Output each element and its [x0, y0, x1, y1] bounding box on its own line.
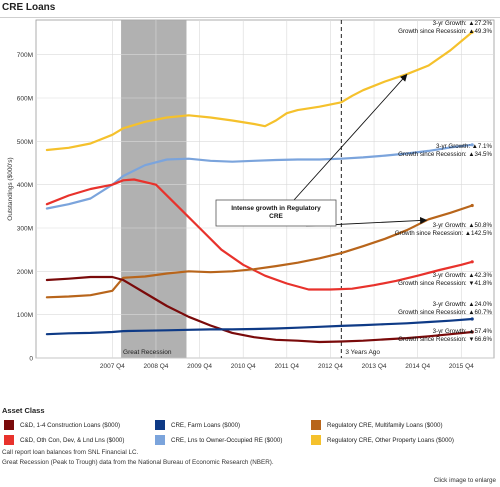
legend-swatch: [311, 420, 321, 430]
title-divider: [0, 17, 500, 18]
x-tick-label: 2011 Q4: [275, 363, 300, 370]
growth-label-4-1: Growth since Recession: ▲60.7%: [398, 309, 492, 316]
legend-label: CRE, Farm Loans ($000): [171, 421, 241, 429]
legend-item-cre-farm: CRE, Farm Loans ($000): [155, 420, 240, 430]
growth-label-5-1: Growth since Recession: ▼66.6%: [398, 336, 492, 343]
legend-swatch: [155, 435, 165, 445]
annotation-text-0: Intense growth in Regulatory: [231, 205, 321, 212]
y-tick-label: 0: [29, 356, 33, 363]
recession-band: [121, 20, 187, 358]
legend-label: CRE, Lns to Owner-Occupied RE ($000): [171, 436, 283, 444]
growth-label-5-0: 3-yr Growth: ▲57.4%: [433, 328, 493, 335]
y-tick-label: 100M: [17, 312, 33, 319]
growth-label-2-1: Growth since Recession: ▲142.5%: [395, 230, 493, 237]
chart-title: CRE Loans: [2, 2, 56, 13]
x-tick-label: 2013 Q4: [362, 363, 387, 370]
series-end-point-0: [470, 30, 474, 34]
recession-label: Great Recession: [123, 349, 172, 356]
legend-item-cd-other-construction: C&D, Oth Con, Dev, & Lnd Lns ($000): [4, 435, 124, 445]
x-tick-label: 2015 Q4: [449, 363, 474, 370]
growth-label-4-0: 3-yr Growth: ▲24.0%: [433, 301, 493, 308]
legend-item-cd-1-4-construction: C&D, 1-4 Construction Loans ($000): [4, 420, 120, 430]
growth-label-0-0: 3-yr Growth: ▲27.2%: [433, 20, 493, 27]
footnote-source: Call report loan balances from SNL Finan…: [2, 449, 139, 456]
series-end-point-3: [470, 203, 474, 208]
annotation-text-1: CRE: [269, 213, 283, 220]
growth-label-1-1: Growth since Recession: ▲34.5%: [398, 151, 492, 158]
legend-label: C&D, Oth Con, Dev, & Lnd Lns ($000): [20, 436, 125, 444]
series-end-point-1: [470, 143, 474, 147]
growth-label-2-0: 3-yr Growth: ▲50.8%: [433, 222, 493, 229]
growth-label-3-0: 3-yr Growth: ▲42.3%: [433, 272, 493, 279]
growth-label-3-1: Growth since Recession: ▼41.8%: [398, 280, 492, 287]
x-tick-label: 2009 Q4: [187, 363, 212, 370]
y-tick-label: 300M: [17, 226, 33, 233]
series-line-4[interactable]: [45, 275, 474, 344]
three-years-ago-label: 3 Years Ago: [345, 349, 380, 356]
legend-label: C&D, 1-4 Construction Loans ($000): [20, 421, 121, 429]
y-axis-title: Outstandings ($000's): [7, 157, 14, 220]
footnote-recession: Great Recession (Peak to Trough) data fr…: [2, 459, 274, 466]
x-tick-label: 2007 Q4: [100, 363, 125, 370]
series-line-0[interactable]: [45, 31, 474, 152]
legend-item-regulatory-multifamily: Regulatory CRE, Multifamily Loans ($000): [311, 420, 443, 430]
legend-swatch: [4, 420, 14, 430]
legend-item-owner-occupied: CRE, Lns to Owner-Occupied RE ($000): [155, 435, 282, 445]
growth-label-1-0: 3-yr Growth: ▲7.1%: [436, 143, 492, 150]
series-end-point-5: [470, 317, 474, 321]
legend-swatch: [4, 435, 14, 445]
y-tick-label: 400M: [17, 182, 33, 189]
legend-item-regulatory-other-property: Regulatory CRE, Other Property Loans ($0…: [311, 435, 454, 445]
legend-swatch: [155, 420, 165, 430]
x-tick-label: 2014 Q4: [405, 363, 430, 370]
growth-label-0-1: Growth since Recession: ▲49.3%: [398, 28, 492, 35]
series-line-3[interactable]: [45, 204, 474, 299]
enlarge-link[interactable]: Click image to enlarge: [433, 477, 496, 484]
x-tick-label: 2012 Q4: [318, 363, 343, 370]
legend-swatch: [311, 435, 321, 445]
y-tick-label: 600M: [17, 96, 33, 103]
series-line-5[interactable]: [45, 317, 474, 336]
legend-label: Regulatory CRE, Multifamily Loans ($000): [327, 421, 443, 429]
y-tick-label: 700M: [17, 52, 33, 59]
x-tick-label: 2008 Q4: [143, 363, 168, 370]
y-tick-label: 200M: [17, 269, 33, 276]
legend-heading: Asset Class: [2, 406, 45, 415]
series-end-point-2: [470, 260, 474, 264]
series-line-1[interactable]: [45, 143, 474, 210]
cre-loans-line-chart[interactable]: 0 100M 200M 300M 400M 500M 600M 700M 2007 Q4 2008…: [0, 18, 500, 378]
series-end-point-4: [470, 330, 474, 334]
legend-label: Regulatory CRE, Other Property Loans ($0…: [327, 436, 454, 444]
annotation-box: [215, 199, 337, 227]
y-tick-label: 500M: [17, 139, 33, 146]
x-tick-label: 2010 Q4: [231, 363, 256, 370]
annotation-arrow-upper: [293, 73, 408, 201]
